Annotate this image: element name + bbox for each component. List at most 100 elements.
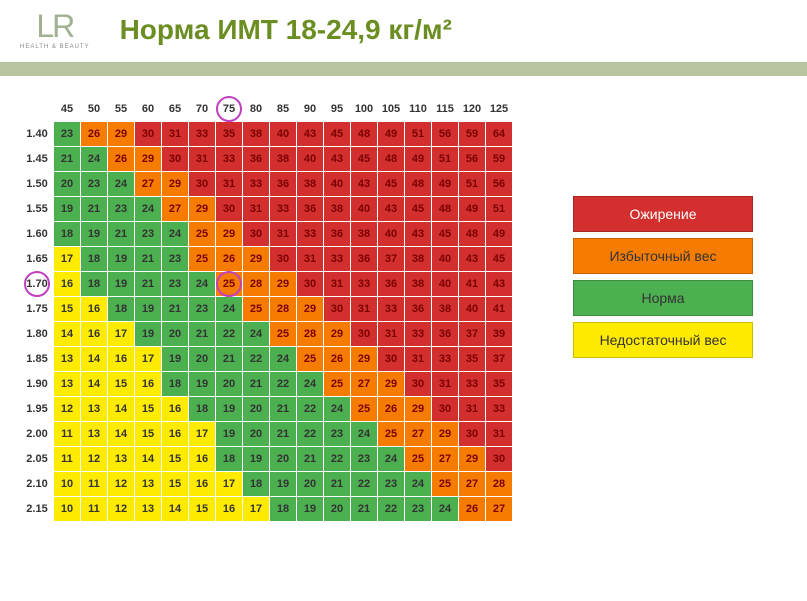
bmi-cell: 41 bbox=[459, 272, 485, 296]
bmi-cell: 25 bbox=[216, 272, 242, 296]
bmi-cell: 20 bbox=[270, 447, 296, 471]
bmi-cell: 11 bbox=[81, 472, 107, 496]
bmi-cell: 19 bbox=[135, 297, 161, 321]
bmi-cell: 24 bbox=[81, 147, 107, 171]
height-header: 2.00 bbox=[21, 422, 53, 446]
bmi-cell: 24 bbox=[216, 297, 242, 321]
bmi-cell: 21 bbox=[189, 322, 215, 346]
bmi-cell: 31 bbox=[162, 122, 188, 146]
bmi-cell: 29 bbox=[135, 147, 161, 171]
bmi-cell: 10 bbox=[54, 497, 80, 521]
bmi-cell: 20 bbox=[216, 372, 242, 396]
bmi-cell: 21 bbox=[324, 472, 350, 496]
bmi-cell: 31 bbox=[189, 147, 215, 171]
bmi-cell: 33 bbox=[297, 222, 323, 246]
bmi-cell: 22 bbox=[324, 447, 350, 471]
height-header: 1.40 bbox=[21, 122, 53, 146]
bmi-cell: 41 bbox=[486, 297, 512, 321]
legend: ОжирениеИзбыточный весНормаНедостаточный… bbox=[573, 196, 753, 522]
bmi-cell: 31 bbox=[432, 372, 458, 396]
bmi-cell: 33 bbox=[243, 172, 269, 196]
bmi-cell: 49 bbox=[459, 197, 485, 221]
height-header: 1.50 bbox=[21, 172, 53, 196]
bmi-cell: 30 bbox=[378, 347, 404, 371]
bmi-cell: 35 bbox=[216, 122, 242, 146]
height-header: 1.65 bbox=[21, 247, 53, 271]
bmi-cell: 37 bbox=[486, 347, 512, 371]
bmi-cell: 24 bbox=[108, 172, 134, 196]
bmi-cell: 25 bbox=[270, 322, 296, 346]
logo-tagline: HEALTH & BEAUTY bbox=[20, 44, 90, 50]
bmi-cell: 30 bbox=[351, 322, 377, 346]
bmi-cell: 16 bbox=[216, 497, 242, 521]
height-header: 1.85 bbox=[21, 347, 53, 371]
bmi-cell: 18 bbox=[81, 272, 107, 296]
bmi-cell: 19 bbox=[216, 422, 242, 446]
bmi-cell: 22 bbox=[297, 397, 323, 421]
weight-header: 65 bbox=[162, 97, 188, 121]
bmi-cell: 38 bbox=[324, 197, 350, 221]
content: 4550556065707580859095100105110115120125… bbox=[0, 96, 807, 522]
bmi-cell: 30 bbox=[297, 272, 323, 296]
bmi-cell: 31 bbox=[405, 347, 431, 371]
height-header: 1.95 bbox=[21, 397, 53, 421]
bmi-cell: 19 bbox=[108, 247, 134, 271]
bmi-cell: 23 bbox=[108, 197, 134, 221]
bmi-cell: 30 bbox=[243, 222, 269, 246]
bmi-cell: 25 bbox=[405, 447, 431, 471]
bmi-cell: 45 bbox=[378, 172, 404, 196]
legend-item: Норма bbox=[573, 280, 753, 316]
bmi-cell: 25 bbox=[378, 422, 404, 446]
bmi-cell: 17 bbox=[108, 322, 134, 346]
table-corner bbox=[21, 97, 53, 121]
bmi-cell: 26 bbox=[459, 497, 485, 521]
bmi-cell: 20 bbox=[324, 497, 350, 521]
bmi-cell: 18 bbox=[81, 247, 107, 271]
bmi-cell: 43 bbox=[405, 222, 431, 246]
bmi-cell: 33 bbox=[270, 197, 296, 221]
bmi-cell: 49 bbox=[378, 122, 404, 146]
bmi-cell: 22 bbox=[243, 347, 269, 371]
bmi-cell: 25 bbox=[324, 372, 350, 396]
bmi-cell: 59 bbox=[459, 122, 485, 146]
bmi-cell: 33 bbox=[324, 247, 350, 271]
bmi-cell: 48 bbox=[432, 197, 458, 221]
bmi-cell: 45 bbox=[324, 122, 350, 146]
bmi-cell: 23 bbox=[351, 447, 377, 471]
bmi-cell: 15 bbox=[54, 297, 80, 321]
bmi-cell: 28 bbox=[297, 322, 323, 346]
bmi-cell: 29 bbox=[108, 122, 134, 146]
bmi-cell: 35 bbox=[486, 372, 512, 396]
bmi-cell: 28 bbox=[270, 297, 296, 321]
bmi-cell: 33 bbox=[459, 372, 485, 396]
bmi-cell: 19 bbox=[216, 397, 242, 421]
header-divider bbox=[0, 62, 807, 76]
bmi-cell: 38 bbox=[405, 272, 431, 296]
bmi-cell: 23 bbox=[162, 247, 188, 271]
bmi-cell: 24 bbox=[189, 272, 215, 296]
bmi-cell: 30 bbox=[432, 397, 458, 421]
bmi-cell: 39 bbox=[486, 322, 512, 346]
weight-header: 80 bbox=[243, 97, 269, 121]
bmi-cell: 24 bbox=[324, 397, 350, 421]
bmi-cell: 21 bbox=[108, 222, 134, 246]
bmi-cell: 11 bbox=[81, 497, 107, 521]
bmi-cell: 13 bbox=[135, 497, 161, 521]
bmi-cell: 30 bbox=[135, 122, 161, 146]
bmi-cell: 27 bbox=[405, 422, 431, 446]
bmi-table: 4550556065707580859095100105110115120125… bbox=[20, 96, 513, 522]
bmi-cell: 29 bbox=[189, 197, 215, 221]
bmi-cell: 22 bbox=[216, 322, 242, 346]
height-header: 1.70 bbox=[21, 272, 53, 296]
bmi-cell: 21 bbox=[351, 497, 377, 521]
bmi-cell: 27 bbox=[486, 497, 512, 521]
bmi-cell: 30 bbox=[216, 197, 242, 221]
bmi-cell: 19 bbox=[189, 372, 215, 396]
page-title: Норма ИМТ 18-24,9 кг/м² bbox=[120, 14, 452, 46]
height-header: 1.60 bbox=[21, 222, 53, 246]
bmi-cell: 17 bbox=[243, 497, 269, 521]
bmi-cell: 31 bbox=[297, 247, 323, 271]
logo: LR HEALTH & BEAUTY bbox=[20, 10, 90, 50]
bmi-cell: 24 bbox=[405, 472, 431, 496]
bmi-cell: 16 bbox=[81, 297, 107, 321]
